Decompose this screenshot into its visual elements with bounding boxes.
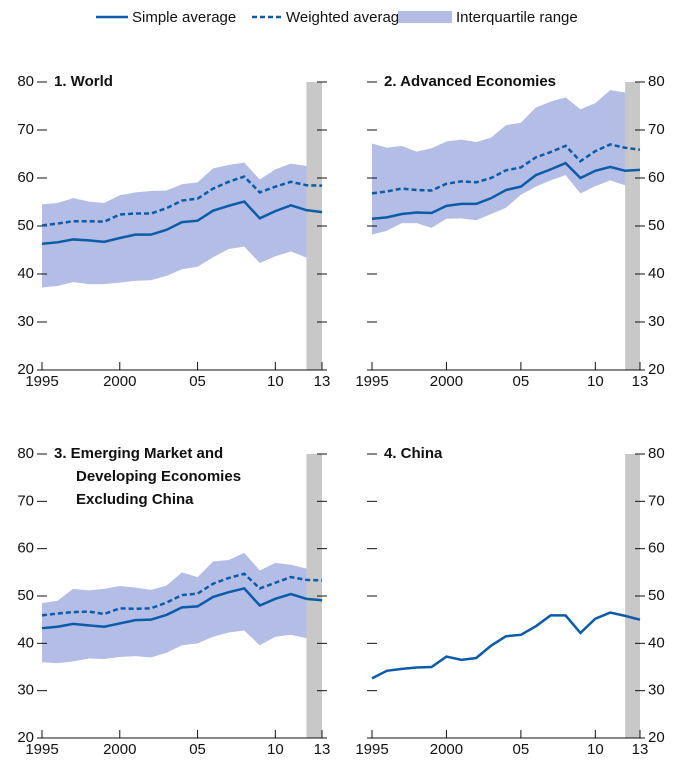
legend-label: Weighted average <box>286 9 407 26</box>
line-solid <box>371 161 641 221</box>
x-tick-label: 10 <box>267 373 284 390</box>
y-tick-label: 80 <box>17 445 34 462</box>
panel-title: Excluding China <box>76 491 194 508</box>
y-tick-label: 20 <box>17 729 34 746</box>
x-tick-label: 2000 <box>103 373 136 390</box>
y-tick-label: 30 <box>17 682 34 699</box>
line-dashed <box>41 572 323 617</box>
projection-shade <box>625 454 640 738</box>
y-tick-label: 50 <box>648 217 665 234</box>
projection-shade <box>306 454 322 738</box>
y-tick-label: 30 <box>648 313 665 330</box>
y-tick-label: 30 <box>648 682 665 699</box>
x-tick-label: 05 <box>513 741 530 758</box>
legend-swatch <box>398 11 452 23</box>
x-tick-label: 13 <box>314 373 331 390</box>
y-tick-label: 40 <box>17 634 34 651</box>
legend-label: Simple average <box>132 9 236 26</box>
x-tick-label: 13 <box>314 741 331 758</box>
panel-title: Developing Economies <box>76 468 241 485</box>
y-tick-label: 30 <box>17 313 34 330</box>
line-solid <box>41 587 323 630</box>
line-dashed <box>41 175 323 227</box>
y-tick-label: 50 <box>17 217 34 234</box>
panel-title: 1. World <box>54 73 113 90</box>
x-tick-label: 10 <box>267 741 284 758</box>
projection-shade <box>306 82 322 370</box>
x-tick-label: 10 <box>587 373 604 390</box>
y-tick-label: 20 <box>17 361 34 378</box>
y-tick-label: 40 <box>17 265 34 282</box>
x-tick-label: 05 <box>189 373 206 390</box>
y-tick-label: 60 <box>17 540 34 557</box>
y-tick-label: 20 <box>648 361 665 378</box>
x-tick-label: 2000 <box>103 741 136 758</box>
x-tick-label: 1995 <box>25 741 58 758</box>
x-tick-label: 05 <box>513 373 530 390</box>
projection-shade <box>625 82 640 370</box>
y-tick-label: 80 <box>648 73 665 90</box>
x-tick-label: 05 <box>189 741 206 758</box>
x-tick-label: 1995 <box>355 741 388 758</box>
x-tick-label: 10 <box>587 741 604 758</box>
x-tick-label: 13 <box>632 373 649 390</box>
x-tick-label: 1995 <box>355 373 388 390</box>
legend-label: Interquartile range <box>456 9 578 26</box>
y-tick-label: 50 <box>17 587 34 604</box>
y-tick-label: 70 <box>17 492 34 509</box>
panel-title: 3. Emerging Market and <box>54 445 223 462</box>
y-tick-label: 70 <box>648 121 665 138</box>
y-tick-label: 60 <box>17 169 34 186</box>
y-tick-label: 80 <box>648 445 665 462</box>
x-tick-label: 13 <box>632 741 649 758</box>
x-tick-label: 2000 <box>430 741 463 758</box>
panel-title: 4. China <box>384 445 443 462</box>
y-tick-label: 40 <box>648 265 665 282</box>
line-solid <box>41 200 323 246</box>
panel-title: 2. Advanced Economies <box>384 73 556 90</box>
line-solid <box>371 611 641 680</box>
y-tick-label: 70 <box>648 492 665 509</box>
y-tick-label: 20 <box>648 729 665 746</box>
x-tick-label: 1995 <box>25 373 58 390</box>
y-tick-label: 50 <box>648 587 665 604</box>
y-tick-label: 40 <box>648 634 665 651</box>
y-tick-label: 60 <box>648 169 665 186</box>
iqr-band <box>42 162 322 288</box>
y-tick-label: 80 <box>17 73 34 90</box>
y-tick-label: 60 <box>648 540 665 557</box>
iqr-band <box>372 90 640 235</box>
line-dashed <box>371 143 641 195</box>
x-tick-label: 2000 <box>430 373 463 390</box>
y-tick-label: 70 <box>17 121 34 138</box>
